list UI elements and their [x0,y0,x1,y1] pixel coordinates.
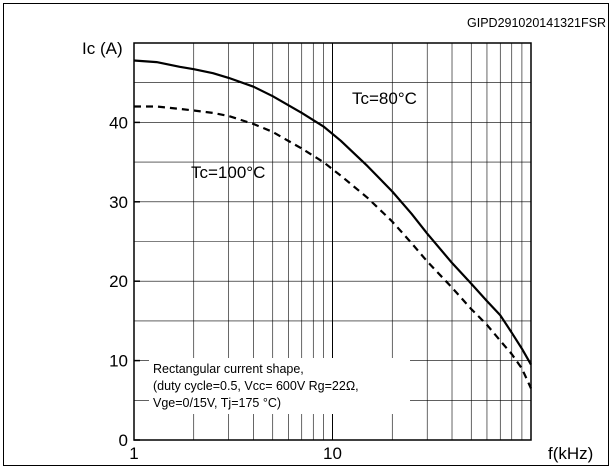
y-tick-label: 40 [109,113,128,132]
series-lines [133,59,533,389]
series-line-1 [134,105,533,389]
figure-id: GIPD291020141321FSR [467,16,606,30]
annotation-box [149,358,410,414]
x-tick-label: 1 [129,444,138,463]
annotation-line-2: (duty cycle=0.5, Vcc= 600V Rg=22Ω, [153,379,359,393]
annotation-line-3: Vge=0/15V, Tj=175 °C) [153,396,281,410]
series-line-0 [133,59,532,366]
figure-frame [3,3,609,466]
annotation-line-1: Rectangular current shape, [153,362,304,376]
plot-border [133,42,532,441]
x-tick-label: 10 [323,444,342,463]
y-tick-label: 30 [109,193,128,212]
y-axis-label: Ic (A) [82,39,123,58]
x-axis-label: f(kHz) [548,444,593,463]
y-tick-label: 20 [109,272,128,291]
y-tick-label: 0 [119,431,128,450]
y-tick-label: 10 [109,352,128,371]
series-label-tc80: Tc=80°C [352,89,417,108]
series-label-tc100: Tc=100°C [191,163,265,182]
tick-labels: 0 10 20 30 40 1 10 [109,113,342,463]
